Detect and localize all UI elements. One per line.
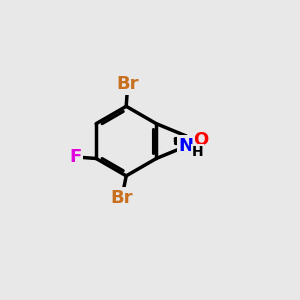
Text: Br: Br [110, 189, 133, 207]
Text: F: F [69, 148, 81, 166]
Text: H: H [191, 145, 203, 159]
Text: N: N [178, 137, 194, 155]
Text: O: O [193, 130, 208, 148]
Text: Br: Br [116, 75, 139, 93]
